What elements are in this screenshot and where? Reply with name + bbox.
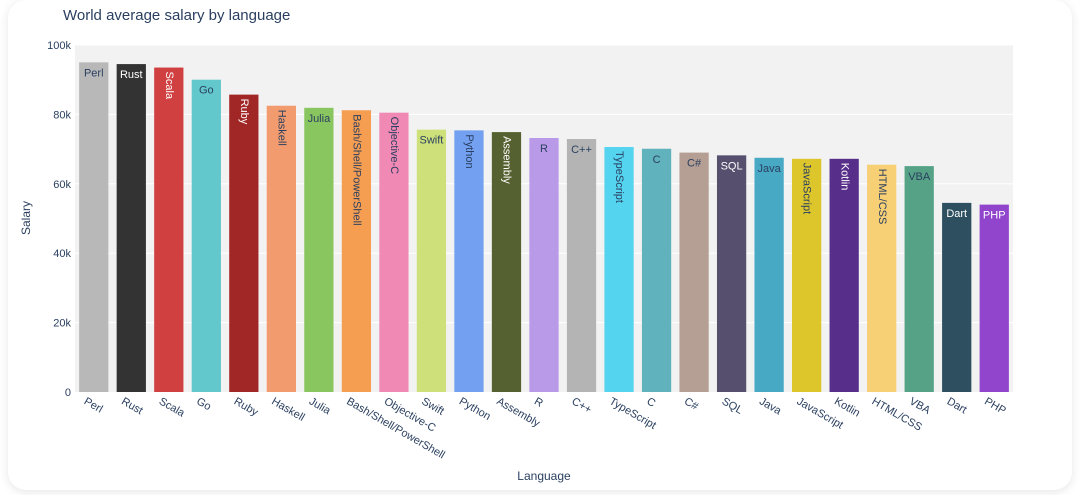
bar-label: Dart xyxy=(946,208,967,220)
bar-label: Assembly xyxy=(501,136,513,184)
y-tick-label: 40k xyxy=(53,248,71,260)
y-tick-label: 20k xyxy=(53,318,71,330)
bar-label: Swift xyxy=(420,135,444,147)
x-tick-label: Dart xyxy=(945,395,969,416)
bar-label: Go xyxy=(199,85,214,97)
x-tick-label: PHP xyxy=(982,395,1008,417)
x-tick-label: Perl xyxy=(82,395,105,415)
x-tick-label: C# xyxy=(682,395,701,413)
x-tick-label: SQL xyxy=(720,395,745,416)
bar[interactable] xyxy=(304,107,334,392)
bar[interactable] xyxy=(604,147,634,392)
bar-label: C xyxy=(653,154,661,166)
y-tick-label: 100k xyxy=(47,40,71,52)
x-tick-label: Haskell xyxy=(269,395,306,423)
bar[interactable] xyxy=(942,202,972,392)
x-tick-label: Python xyxy=(457,395,493,423)
bar-label: JavaScript xyxy=(801,163,813,214)
bar[interactable] xyxy=(379,112,409,392)
bar[interactable] xyxy=(979,204,1009,392)
bar-label: Julia xyxy=(308,113,332,125)
bar-label: C# xyxy=(687,158,702,170)
x-tick-label: Scala xyxy=(157,395,188,420)
bar[interactable] xyxy=(904,166,934,392)
bar[interactable] xyxy=(454,130,484,392)
x-axis-title: Language xyxy=(517,469,571,483)
x-tick-label: C++ xyxy=(569,395,593,416)
bar-label: R xyxy=(540,143,548,155)
bar[interactable] xyxy=(79,62,109,392)
bar-label: TypeScript xyxy=(613,151,625,203)
bar[interactable] xyxy=(641,148,672,392)
bar-label: Python xyxy=(463,134,475,168)
bar[interactable] xyxy=(754,157,784,392)
bar-label: Perl xyxy=(84,67,104,79)
x-tick-label: Swift xyxy=(419,395,446,417)
x-tick-label: C xyxy=(645,395,658,409)
bar[interactable] xyxy=(154,67,184,393)
bar-label: Ruby xyxy=(238,99,250,125)
x-tick-label: Ruby xyxy=(232,395,261,418)
bar-label: Haskell xyxy=(275,110,287,146)
x-tick-label: Java xyxy=(757,395,784,417)
bar[interactable] xyxy=(529,137,559,392)
x-tick-label: R xyxy=(532,395,545,409)
bar[interactable] xyxy=(116,64,146,393)
bar-label: Rust xyxy=(120,69,143,81)
x-tick-label: Go xyxy=(194,395,213,413)
bar-label: Bash/Shell/PowerShell xyxy=(350,114,362,225)
bar[interactable] xyxy=(341,110,372,393)
y-axis-title: Salary xyxy=(19,201,33,235)
bar[interactable] xyxy=(829,158,859,392)
bar-label: Objective-C xyxy=(388,117,400,175)
bar[interactable] xyxy=(679,152,709,392)
x-tick-label: Rust xyxy=(119,395,145,417)
bar-label: Java xyxy=(757,163,781,175)
x-tick-label: VBA xyxy=(907,395,933,417)
x-tick-label: Julia xyxy=(307,395,333,417)
bar-label: SQL xyxy=(721,160,743,172)
bar[interactable] xyxy=(792,158,822,392)
bar-label: PHP xyxy=(983,210,1006,222)
y-tick-label: 80k xyxy=(53,109,71,121)
bar[interactable] xyxy=(229,94,259,392)
bar-label: Kotlin xyxy=(838,163,850,191)
y-tick-label: 0 xyxy=(65,387,71,399)
bar[interactable] xyxy=(416,129,447,392)
bar[interactable] xyxy=(716,155,747,392)
chart-title: World average salary by language xyxy=(63,7,291,24)
bar-label: VBA xyxy=(908,171,931,183)
bar[interactable] xyxy=(191,79,221,392)
bar[interactable] xyxy=(566,139,597,392)
bar-label: HTML/CSS xyxy=(876,169,888,225)
bar[interactable] xyxy=(491,132,522,393)
bar-label: C++ xyxy=(571,144,592,156)
bar[interactable] xyxy=(867,164,897,392)
y-tick-label: 60k xyxy=(53,179,71,191)
bar[interactable] xyxy=(266,105,296,392)
bar-label: Scala xyxy=(163,72,175,100)
